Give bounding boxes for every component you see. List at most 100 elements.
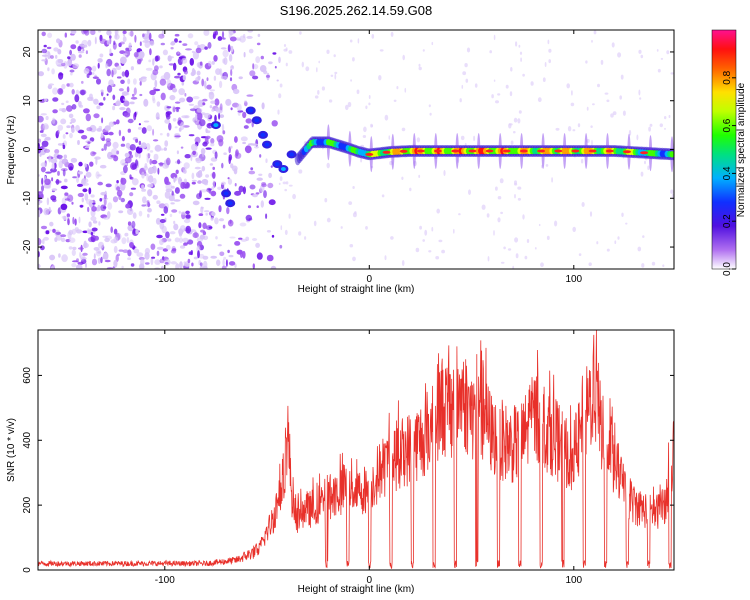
noise-blob: [177, 159, 181, 165]
noise-blob: [78, 161, 83, 167]
noise-blob: [132, 212, 137, 219]
noise-blob: [128, 42, 132, 51]
colorbar-tick-label: 0.0: [722, 262, 733, 276]
noise-blob: [202, 102, 206, 106]
noise-blob: [254, 146, 259, 149]
noise-blob: [252, 193, 258, 198]
noise-blob: [221, 162, 224, 169]
colorbar: 0.0 0.2 0.4 0.6 0.8 Normalized spectral ampl…: [711, 29, 747, 276]
noise-blob: [225, 98, 232, 106]
noise-blob: [517, 197, 522, 201]
noise-blob: [186, 96, 194, 103]
noise-blob: [81, 197, 85, 203]
noise-blob: [210, 142, 215, 147]
noise-blob: [82, 252, 88, 256]
noise-blob: [628, 129, 632, 136]
noise-blob: [657, 68, 661, 73]
noise-blob: [122, 36, 127, 43]
noise-blob: [214, 114, 217, 122]
noise-blob: [229, 30, 234, 36]
noise-blob: [85, 113, 92, 122]
noise-blob: [514, 194, 516, 199]
noise-blob: [139, 41, 142, 46]
noise-blob: [542, 77, 546, 82]
noise-blob: [656, 49, 659, 52]
noise-blob: [390, 31, 394, 37]
noise-blob: [71, 201, 74, 205]
noise-blob: [196, 108, 203, 113]
noise-blob: [82, 48, 85, 52]
noise-blob: [79, 204, 84, 208]
noise-blob: [112, 94, 116, 101]
noise-blob: [38, 190, 44, 194]
noise-blob: [206, 77, 209, 82]
noise-blob: [610, 113, 614, 118]
noise-blob: [357, 38, 360, 44]
noise-blob: [174, 106, 181, 110]
noise-blob: [116, 150, 120, 155]
noise-blob: [100, 89, 104, 93]
noise-blob: [202, 222, 207, 230]
noise-blob: [206, 130, 211, 134]
noise-blob: [122, 53, 128, 56]
noise-blob: [619, 95, 622, 100]
noise-blob: [249, 70, 256, 77]
noise-blob: [97, 174, 102, 177]
noise-blob: [69, 166, 73, 171]
noise-blob: [208, 226, 213, 229]
noise-blob: [418, 174, 421, 178]
noise-blob: [268, 172, 272, 179]
colorbar-tick-label: 0.8: [722, 70, 733, 84]
noise-blob: [158, 33, 165, 39]
noise-blob: [166, 157, 171, 166]
noise-blob: [138, 123, 141, 126]
noise-blob: [68, 246, 73, 250]
noise-blob: [255, 242, 260, 248]
noise-blob: [61, 254, 68, 263]
noise-blob: [116, 65, 122, 71]
noise-blob: [123, 100, 130, 107]
noise-blob: [201, 78, 205, 87]
noise-blob: [260, 200, 264, 208]
noise-blob: [182, 237, 189, 243]
noise-blob: [586, 106, 589, 111]
noise-blob: [38, 237, 42, 246]
noise-blob: [638, 89, 641, 96]
noise-blob: [252, 63, 255, 70]
noise-blob: [144, 247, 150, 255]
noise-blob: [60, 185, 68, 190]
noise-blob: [187, 258, 191, 264]
noise-blob: [285, 47, 288, 52]
noise-blob: [223, 256, 227, 260]
noise-blob: [271, 234, 275, 238]
noise-blob: [497, 217, 501, 223]
y-tick-label: 200: [22, 496, 33, 513]
noise-blob: [222, 259, 225, 267]
noise-blob: [606, 99, 610, 103]
noise-blob: [155, 217, 161, 225]
noise-blob: [176, 108, 179, 112]
noise-blob: [38, 115, 44, 123]
noise-blob: [258, 173, 263, 176]
noise-blob: [649, 123, 653, 127]
track-hotspot: [434, 149, 442, 153]
noise-blob: [181, 57, 188, 64]
noise-blob: [99, 38, 107, 44]
noise-blob: [473, 135, 476, 142]
noise-blob: [500, 261, 505, 264]
noise-blob: [146, 153, 151, 158]
noise-blob: [91, 72, 95, 75]
noise-blob: [57, 124, 64, 131]
noise-blob: [165, 111, 172, 115]
noise-blob: [228, 254, 234, 258]
x-tick-label: 0: [367, 575, 373, 586]
noise-blob: [94, 156, 101, 160]
noise-blob: [50, 158, 58, 164]
noise-blob: [245, 118, 253, 124]
noise-blob: [170, 172, 178, 179]
y-tick-label: 0: [22, 146, 33, 152]
noise-blob: [221, 123, 225, 132]
noise-blob: [268, 61, 273, 65]
noise-blob: [120, 56, 127, 64]
noise-blob: [180, 181, 186, 189]
